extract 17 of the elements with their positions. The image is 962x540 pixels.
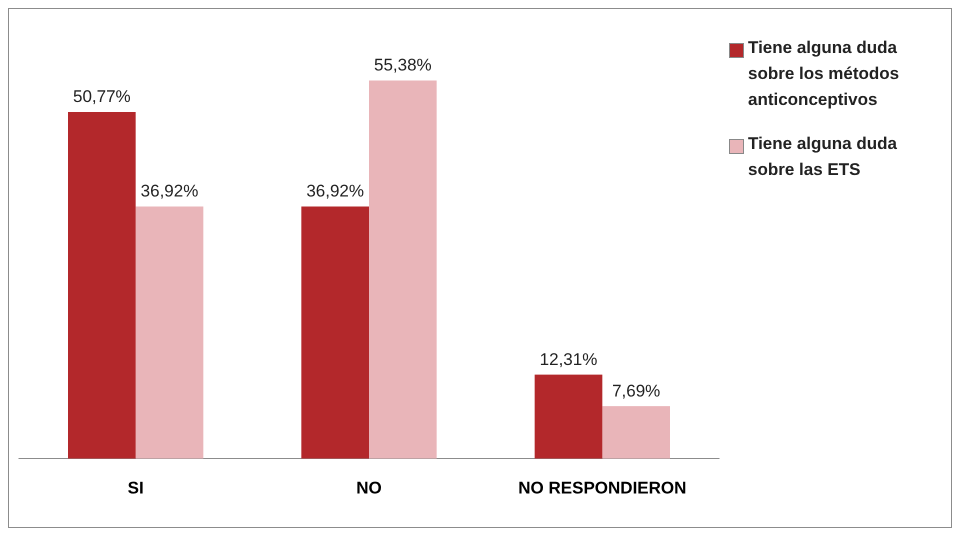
bar xyxy=(602,406,670,459)
bar xyxy=(68,112,136,459)
data-label: 36,92% xyxy=(306,182,364,201)
data-label: 36,92% xyxy=(140,182,198,201)
bar xyxy=(534,374,602,459)
data-label: 50,77% xyxy=(72,87,131,106)
data-label: 12,31% xyxy=(540,350,598,369)
legend-label: Tiene alguna duda sobre los métodos anticonceptivos xyxy=(748,37,900,111)
bar xyxy=(136,206,204,459)
x-tick-label: NO xyxy=(356,478,382,498)
bar xyxy=(369,80,437,459)
data-label: 55,38% xyxy=(374,56,432,75)
x-tick-label: NO RESPONDIERON xyxy=(518,478,686,498)
legend-label: Tiene alguna duda sobre las ETS xyxy=(748,133,898,181)
data-label: 7,69% xyxy=(612,381,660,400)
x-tick-label: SI xyxy=(128,478,144,498)
bar xyxy=(301,206,369,459)
